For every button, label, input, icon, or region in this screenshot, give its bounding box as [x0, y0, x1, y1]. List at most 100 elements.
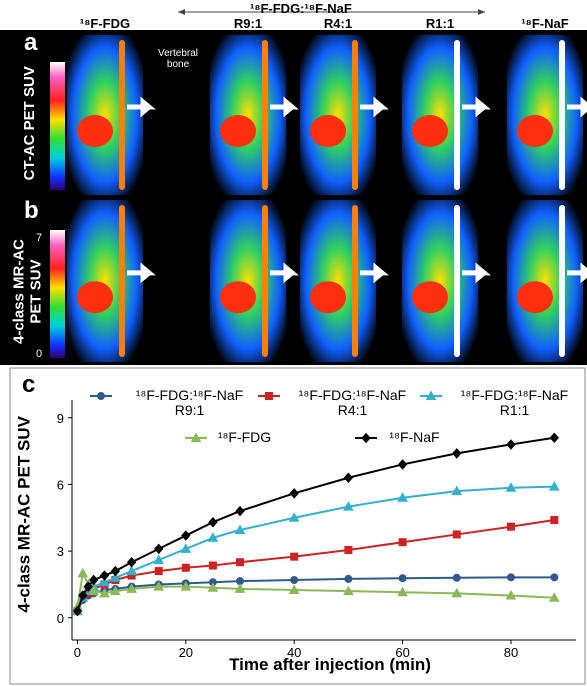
colorbar-tick: 7 [36, 232, 43, 244]
marker [452, 448, 462, 459]
legend-label: ¹⁸F-FDG:¹⁸F-NaF R4:1 [298, 387, 407, 419]
marker [89, 574, 99, 586]
column-label: ¹⁸F-NaF [521, 16, 569, 31]
uptake [310, 115, 346, 147]
marker [110, 572, 121, 582]
marker [397, 492, 408, 502]
uptake [517, 281, 553, 314]
pet-image [67, 35, 143, 195]
marker [208, 516, 218, 528]
spine [262, 40, 268, 190]
pet-image [210, 200, 286, 362]
panel-label: b [24, 197, 39, 224]
x-tick-label: 20 [179, 645, 193, 660]
marker [190, 432, 202, 442]
marker [110, 565, 121, 577]
legend-label: ¹⁸F-FDG:¹⁸F-NaF R9:1 [135, 387, 244, 419]
marker [549, 432, 559, 444]
marker [234, 524, 246, 534]
marker [550, 573, 559, 582]
colorbar [50, 62, 65, 190]
y-axis-label: 4-class MR-AC PET SUV [14, 416, 34, 613]
y-tick-label: 9 [57, 411, 64, 426]
column-label: R9:1 [233, 16, 263, 31]
annotation: Vertebral bone [158, 48, 199, 70]
marker [344, 546, 353, 554]
marker [452, 530, 461, 539]
marker [343, 585, 354, 596]
marker [207, 532, 219, 542]
marker [207, 582, 219, 592]
spine [352, 40, 358, 190]
marker [153, 554, 165, 564]
y-tick-label: 0 [57, 611, 64, 626]
marker [288, 584, 300, 594]
arrow [360, 262, 389, 284]
colorbar-label: CT-AC PET SUV [20, 66, 38, 181]
marker [153, 581, 165, 591]
marker [154, 543, 164, 555]
uptake [412, 281, 448, 314]
pet-image [507, 35, 583, 195]
x-tick-label: 40 [287, 645, 301, 660]
y-tick-label: 3 [57, 544, 64, 559]
marker [397, 459, 408, 470]
marker [83, 581, 93, 592]
marker [99, 576, 110, 587]
spine [119, 40, 125, 190]
panel-label: a [24, 29, 38, 56]
spine [559, 40, 565, 190]
spine [262, 205, 268, 357]
series-line [76, 519, 555, 612]
series-line [76, 485, 555, 612]
x-tick-label: 80 [504, 645, 518, 660]
arrow [360, 96, 389, 118]
arrow [567, 96, 587, 118]
marker [452, 573, 461, 582]
pet-images [67, 35, 587, 362]
arrow [270, 262, 299, 284]
marker [398, 538, 407, 547]
marker [236, 558, 244, 567]
marker [506, 573, 515, 582]
x-tick-label: 0 [74, 645, 81, 660]
marker [265, 392, 273, 400]
pet-image [300, 35, 376, 195]
spine [119, 205, 125, 357]
marker [126, 583, 137, 593]
marker [78, 590, 88, 601]
arrow [127, 96, 156, 118]
pet-image [402, 200, 478, 362]
column-label: R4:1 [323, 16, 353, 31]
arrow [127, 262, 156, 284]
uptake [220, 115, 256, 147]
marker [343, 501, 354, 511]
uptake [310, 281, 346, 314]
marker [398, 574, 407, 583]
pet-image [210, 35, 286, 195]
pet-image [67, 200, 143, 362]
marker [97, 392, 105, 400]
uptake [220, 281, 256, 314]
marker [110, 585, 121, 596]
panel-label: c [22, 371, 36, 398]
uptake [517, 115, 553, 147]
column-label: ¹⁸F-FDG [79, 16, 131, 31]
pet-image [300, 200, 376, 362]
chart-border [9, 367, 586, 685]
marker [126, 556, 137, 568]
marker [126, 565, 137, 576]
marker [290, 576, 299, 584]
marker [361, 432, 371, 444]
marker [506, 439, 516, 450]
marker [154, 567, 163, 576]
marker [289, 488, 299, 499]
arrow [462, 96, 491, 118]
marker [343, 472, 354, 484]
column-label: R1:1 [425, 16, 455, 31]
legend-label: ¹⁸F-NaF [389, 429, 440, 445]
marker [99, 570, 110, 581]
colorbar [50, 230, 65, 358]
spine [559, 205, 565, 357]
